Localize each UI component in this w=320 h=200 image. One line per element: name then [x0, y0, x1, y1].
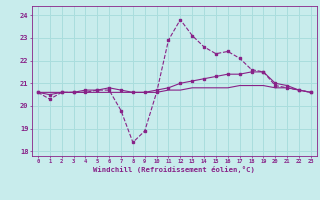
X-axis label: Windchill (Refroidissement éolien,°C): Windchill (Refroidissement éolien,°C) [93, 166, 255, 173]
